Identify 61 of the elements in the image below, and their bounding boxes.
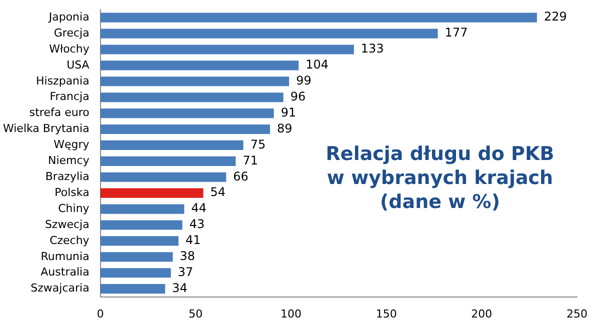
data-label: 229 [544,10,567,24]
bar [100,92,284,102]
y-tick-label: Brazylia [45,170,90,183]
data-label: 177 [444,26,468,40]
bar [100,236,179,246]
bar [100,76,290,86]
data-label: 34 [172,280,188,295]
y-tick-label: Australia [40,266,90,279]
bar [100,268,171,278]
data-label: 38 [180,249,196,264]
bar [100,156,236,166]
y-tick-label: Czechy [50,234,90,247]
bar [100,140,244,150]
y-tick-label: Francja [50,90,90,104]
data-label: 104 [306,58,329,72]
y-tick-label: Szwajcaria [30,282,90,295]
data-label: 43 [189,217,205,232]
bar [100,188,204,198]
bar [100,108,274,118]
bar [100,12,537,22]
y-tick-label: USA [66,58,90,72]
y-tick-label: Wielka Brytania [2,122,90,136]
data-label: 66 [233,169,248,184]
y-tick-label: Hiszpania [36,74,90,88]
x-tick-label: 200 [471,307,492,320]
data-label: 41 [186,233,201,248]
bar [100,44,354,54]
y-tick-label: Szwecja [44,218,90,231]
y-tick-label: strefa euro [29,106,90,120]
bar [100,172,226,182]
data-label: 133 [360,42,384,56]
bar [100,220,182,230]
y-tick-label: Niemcy [48,154,90,168]
data-label: 91 [280,105,296,120]
y-tick-label: Japonia [48,10,90,24]
data-label: 89 [277,121,292,136]
bar [100,252,173,262]
bar [100,204,184,214]
x-tick-label: 250 [566,307,588,320]
y-tick-label: Rumunia [40,250,90,263]
data-label: 96 [290,89,306,104]
x-tick-label: 50 [188,307,203,320]
data-label: 75 [250,137,266,152]
data-label: 71 [242,153,258,168]
x-tick-label: 100 [280,307,302,320]
y-tick-label: Grecja [54,26,90,40]
data-label: 54 [210,185,226,200]
x-tick-label: 150 [376,307,397,320]
data-label: 44 [191,201,207,216]
data-label: 99 [296,74,312,88]
text: Relacja długu do PKB w wybranych krajach (dane w %) [324,142,556,214]
y-tick-label: Chiny [58,202,90,215]
y-tick-label: Polska [54,186,90,199]
y-tick-label: Włochy [49,42,90,56]
bar [100,28,438,38]
x-tick-label: 0 [96,307,104,320]
data-label: 37 [178,264,194,279]
bar [100,284,166,294]
y-tick-label: Węgry [54,138,90,152]
bar [100,124,270,134]
bar [100,60,299,70]
